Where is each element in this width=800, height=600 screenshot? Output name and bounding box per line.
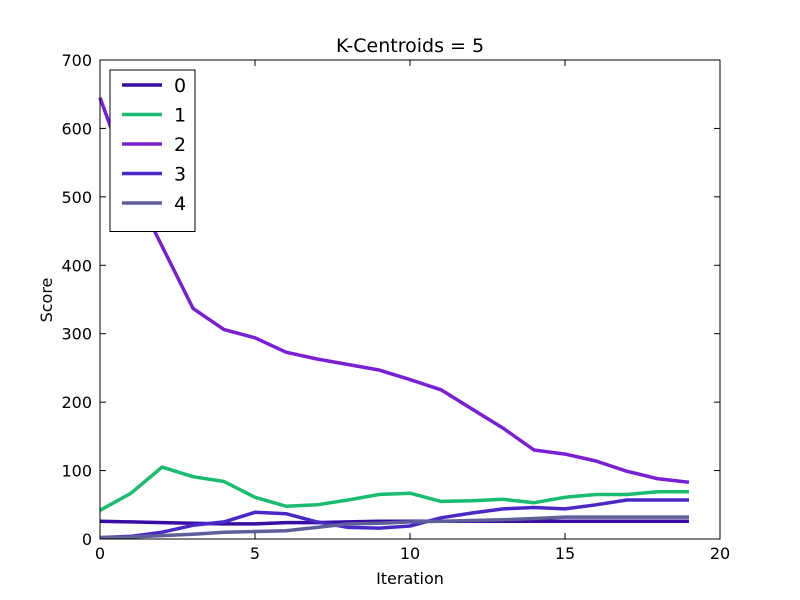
series-line-3 — [99, 498, 689, 540]
y-tick-label: 100 — [61, 462, 92, 481]
y-tick-label: 600 — [61, 119, 92, 138]
x-axis-label: Iteration — [376, 569, 444, 588]
legend: 0 1 2 3 4 — [109, 69, 196, 232]
legend-label-1: 1 — [174, 105, 186, 127]
series-layer — [98, 97, 690, 540]
y-tick-label: 500 — [61, 188, 92, 207]
legend-label-2: 2 — [174, 134, 186, 156]
legend-label-4: 4 — [174, 193, 186, 215]
x-tick-label: 5 — [250, 544, 260, 563]
x-tick-label: 20 — [710, 544, 730, 563]
x-tick-label: 15 — [555, 544, 575, 563]
y-tick-label: 300 — [61, 325, 92, 344]
chart-title: K-Centroids = 5 — [336, 35, 484, 57]
y-tick-label: 400 — [61, 256, 92, 275]
legend-label-0: 0 — [174, 75, 186, 97]
x-tick-label: 0 — [95, 544, 105, 563]
series-line-1 — [99, 465, 689, 512]
legend-label-3: 3 — [174, 164, 186, 186]
series-line-2 — [98, 97, 690, 484]
x-tick-label: 10 — [400, 544, 420, 563]
y-tick-label: 700 — [61, 51, 92, 70]
y-axis-label: Score — [37, 278, 56, 323]
y-tick-label: 0 — [82, 530, 92, 549]
y-tick-label: 200 — [61, 393, 92, 412]
series-line-4 — [99, 515, 689, 540]
